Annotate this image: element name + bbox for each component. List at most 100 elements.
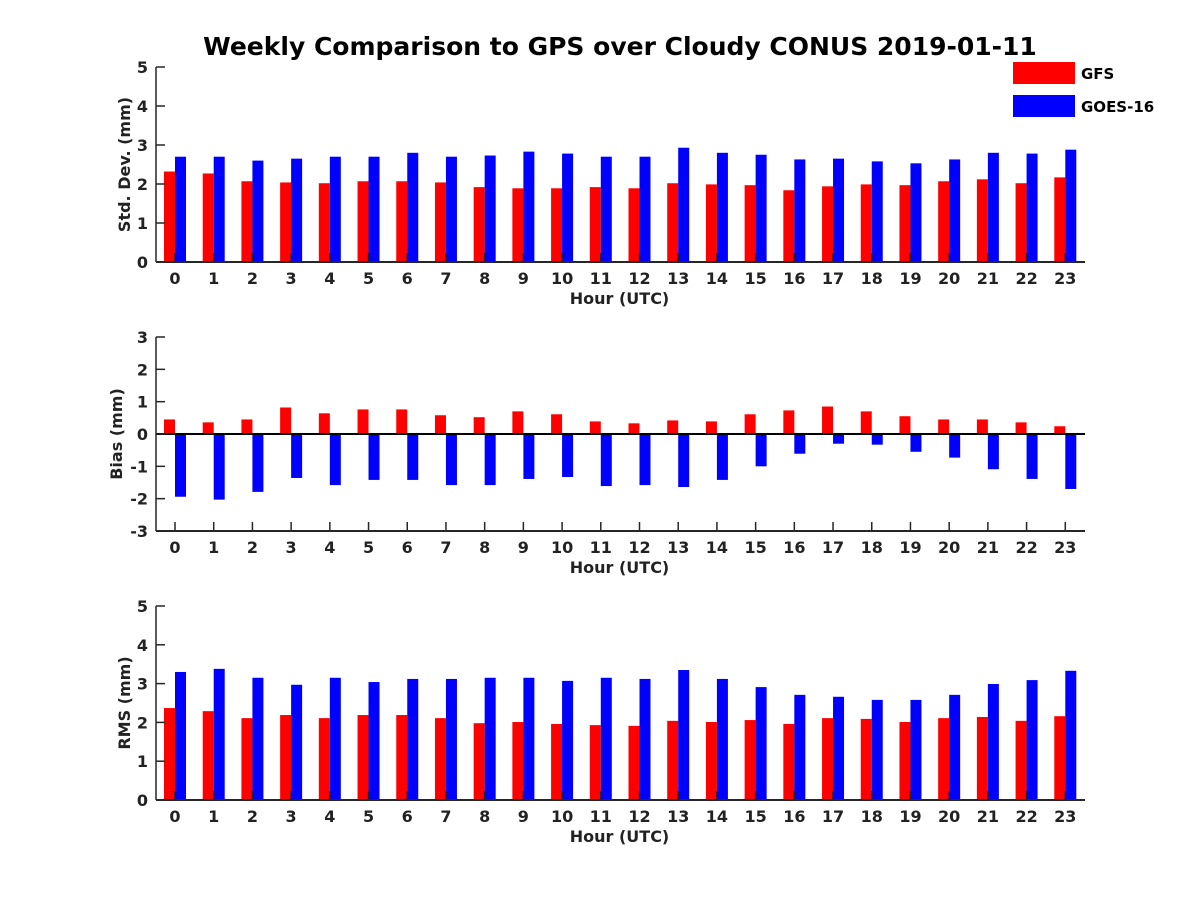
bar-gfs-23 [1054,716,1066,800]
bar-gfs-5 [357,409,369,434]
x-tick-label: 17 [822,269,844,288]
x-tick-label: 6 [402,807,413,826]
bar-gfs-3 [280,715,292,800]
x-tick-label: 12 [628,269,650,288]
bar-goes-16-2 [252,677,264,800]
x-tick-label: 0 [169,807,180,826]
bar-goes-16-1 [213,434,225,500]
legend: GFS GOES-16 [1013,62,1154,117]
x-tick-label: 18 [861,538,883,557]
bar-goes-16-20 [949,159,961,262]
x-tick-label: 16 [783,269,805,288]
x-tick-label: 18 [861,269,883,288]
bar-gfs-6 [396,181,408,262]
bar-gfs-6 [396,715,408,800]
x-tick-label: 22 [1015,807,1037,826]
bar-gfs-11 [589,187,601,262]
bar-gfs-13 [667,420,679,434]
bar-gfs-2 [241,181,253,262]
bar-gfs-22 [1015,183,1027,262]
bar-gfs-4 [318,413,330,434]
bar-goes-16-16 [794,434,806,454]
x-axis-label: Hour (UTC) [570,827,670,846]
bar-goes-16-11 [600,156,612,262]
x-tick-label: 13 [667,269,689,288]
x-tick-label: 17 [822,807,844,826]
bar-gfs-14 [705,184,717,262]
y-tick-label: 1 [137,752,148,771]
y-tick-label: 4 [137,97,148,116]
bar-goes-16-9 [523,434,535,479]
bar-goes-16-0 [175,671,186,800]
bar-gfs-16 [783,190,795,262]
y-axis-label: Std. Dev. (mm) [115,97,134,232]
y-tick-label: 3 [137,136,148,155]
bar-gfs-1 [202,711,214,800]
x-tick-label: 15 [744,269,766,288]
bar-goes-16-10 [562,434,574,477]
bar-goes-16-9 [523,677,535,800]
bar-goes-16-3 [291,684,303,800]
x-tick-label: 12 [628,807,650,826]
bar-gfs-17 [822,406,834,434]
bar-gfs-11 [589,725,601,800]
x-tick-label: 6 [402,269,413,288]
x-tick-label: 23 [1054,269,1076,288]
bar-gfs-17 [822,186,834,262]
x-tick-label: 5 [363,807,374,826]
x-tick-label: 12 [628,538,650,557]
x-tick-label: 7 [440,538,451,557]
bar-goes-16-3 [291,434,303,478]
bar-goes-16-13 [678,670,690,800]
bar-goes-16-7 [445,678,457,800]
x-tick-label: 5 [363,538,374,557]
x-tick-label: 11 [590,807,612,826]
y-tick-label: 0 [137,253,148,272]
bar-goes-16-13 [678,147,690,262]
x-tick-label: 14 [706,269,728,288]
x-tick-label: 0 [169,538,180,557]
bar-gfs-3 [280,182,292,262]
bar-gfs-4 [318,718,330,800]
x-tick-label: 20 [938,538,960,557]
x-tick-label: 7 [440,269,451,288]
bar-gfs-7 [434,415,446,434]
bar-gfs-18 [860,718,872,800]
bar-gfs-13 [667,183,679,262]
y-tick-label: 2 [137,175,148,194]
bar-gfs-7 [434,718,446,800]
x-tick-label: 1 [208,269,219,288]
bar-gfs-15 [744,414,756,434]
bar-gfs-12 [628,188,640,262]
x-tick-label: 21 [977,807,999,826]
bar-goes-16-19 [910,434,922,452]
x-tick-label: 17 [822,538,844,557]
x-tick-label: 2 [247,538,258,557]
bar-gfs-15 [744,185,756,262]
y-tick-label: 3 [137,328,148,347]
x-tick-label: 1 [208,538,219,557]
bar-goes-16-21 [987,152,999,262]
bar-gfs-1 [202,173,214,262]
bar-gfs-10 [551,188,563,262]
bar-gfs-8 [473,723,485,800]
x-tick-label: 8 [479,269,490,288]
bar-goes-16-7 [445,434,457,486]
bar-goes-16-1 [213,668,225,800]
x-tick-label: 7 [440,807,451,826]
bar-gfs-9 [512,411,524,434]
bar-goes-16-2 [252,160,264,262]
bar-gfs-3 [280,407,292,434]
bar-goes-16-20 [949,434,961,458]
bar-gfs-22 [1015,720,1027,800]
x-tick-label: 16 [783,538,805,557]
bar-goes-16-4 [329,677,341,800]
bar-goes-16-19 [910,699,922,800]
x-tick-label: 19 [899,538,921,557]
x-tick-label: 4 [324,538,335,557]
x-tick-label: 20 [938,807,960,826]
x-tick-label: 8 [479,538,490,557]
bar-gfs-13 [667,720,679,800]
bar-goes-16-22 [1026,434,1038,479]
